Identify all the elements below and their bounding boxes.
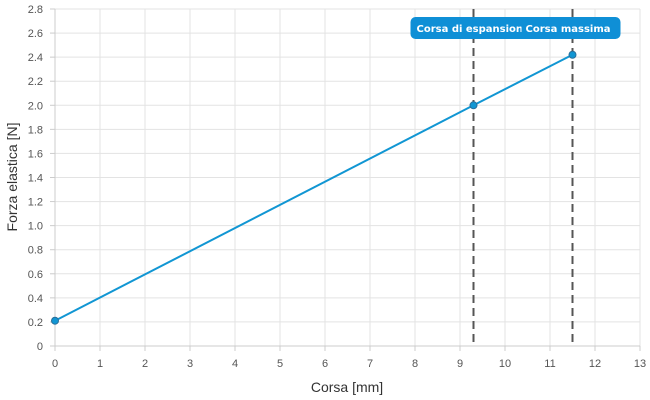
y-tick-label: 0.8: [28, 245, 43, 257]
y-tick-label: 0.2: [28, 317, 43, 329]
y-tick-label: 2.0: [28, 100, 43, 112]
x-tick-label: 1: [97, 358, 103, 370]
y-tick-label: 0.4: [28, 293, 43, 305]
x-tick-label: 5: [277, 358, 283, 370]
x-tick-label: 8: [412, 358, 418, 370]
x-tick-label: 9: [457, 358, 463, 370]
y-tick-label: 1.4: [28, 173, 43, 185]
y-tick-label: 1.0: [28, 221, 43, 233]
annotation-label: Corsa massima: [526, 24, 611, 35]
x-tick-label: 11: [544, 358, 555, 370]
y-axis-title: Forza elastica [N]: [4, 123, 20, 232]
y-axis-ticks: 0 0.2 0.4 0.6 0.8 1.0 1.2 1.4 1.6 1.8 2.0 2.2 2.4 2.6…: [28, 4, 43, 353]
x-tick-label: 13: [634, 358, 646, 370]
y-tick-label: 1.6: [28, 148, 43, 160]
x-tick-label: 7: [367, 358, 373, 370]
annotation-label-box: [410, 17, 621, 39]
data-point: [469, 101, 478, 110]
x-tick-label: 12: [589, 358, 601, 370]
series: [51, 50, 577, 325]
x-axis-title: Corsa [mm]: [311, 379, 383, 395]
y-tick-label: 0.6: [28, 269, 43, 281]
x-tick-label: 2: [142, 358, 148, 370]
axes: [50, 8, 641, 351]
y-tick-label: 1.2: [28, 197, 43, 209]
data-point: [568, 50, 577, 59]
annotation-lines: [472, 9, 574, 346]
x-tick-label: 10: [499, 358, 511, 370]
annotation-labels: Corsa di espansion Corsa massima: [410, 17, 621, 39]
y-tick-label: 2.2: [28, 76, 43, 88]
x-tick-label: 3: [187, 358, 193, 370]
x-axis-ticks: 0 1 2 3 4 5 6 7 8 9 10 11 12 13: [52, 358, 646, 370]
x-tick-label: 0: [52, 358, 58, 370]
grid: [54, 8, 641, 347]
y-tick-label: 2.8: [28, 4, 43, 16]
y-tick-label: 0: [37, 341, 43, 353]
x-tick-label: 4: [232, 358, 238, 370]
data-point: [51, 316, 59, 325]
y-tick-label: 1.8: [28, 124, 43, 136]
x-tick-label: 6: [322, 358, 328, 370]
series-line: [54, 53, 573, 322]
annotation-label: Corsa di espansion: [417, 24, 524, 35]
y-tick-label: 2.6: [28, 28, 43, 40]
y-tick-label: 2.4: [28, 52, 43, 64]
